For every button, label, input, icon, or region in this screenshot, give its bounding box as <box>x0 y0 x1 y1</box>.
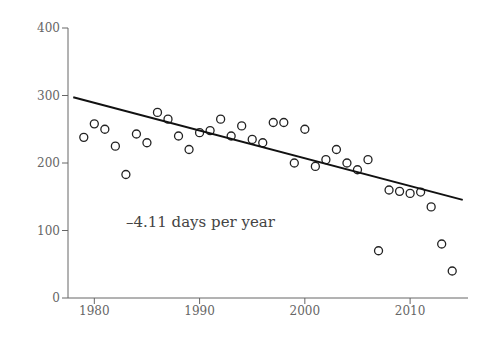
svg-text:1980: 1980 <box>79 304 110 318</box>
svg-text:300: 300 <box>37 89 60 103</box>
svg-text:2010: 2010 <box>395 304 426 318</box>
svg-text:200: 200 <box>37 156 60 170</box>
svg-text:400: 400 <box>37 21 60 35</box>
svg-text:1990: 1990 <box>184 304 215 318</box>
svg-text:0: 0 <box>52 291 60 305</box>
svg-text:–4.11 days per year: –4.11 days per year <box>126 213 276 231</box>
svg-text:2000: 2000 <box>290 304 321 318</box>
svg-text:100: 100 <box>37 224 60 238</box>
